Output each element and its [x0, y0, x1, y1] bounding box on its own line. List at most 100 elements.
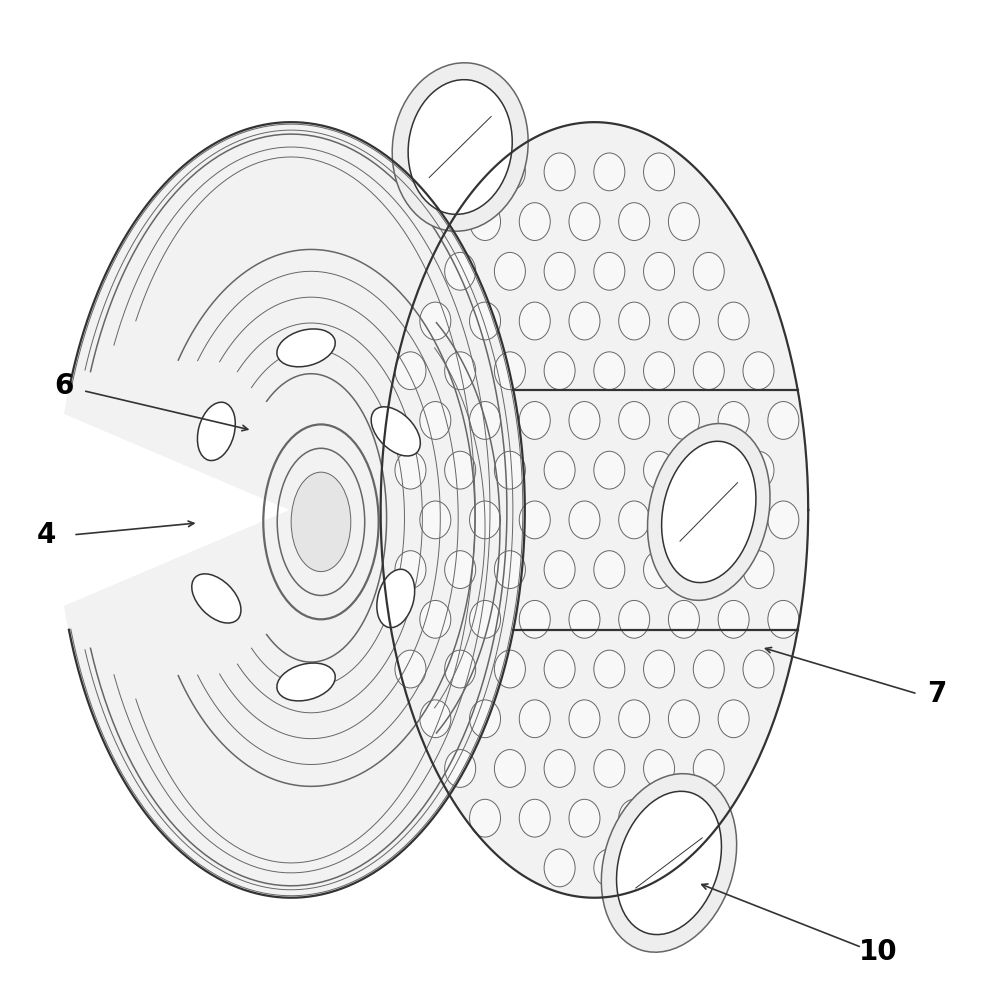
Ellipse shape: [668, 203, 700, 240]
Ellipse shape: [593, 352, 625, 390]
Ellipse shape: [718, 700, 749, 738]
Ellipse shape: [445, 750, 475, 787]
Ellipse shape: [569, 402, 600, 439]
Ellipse shape: [520, 700, 550, 738]
Ellipse shape: [718, 402, 749, 439]
Ellipse shape: [469, 501, 501, 539]
Ellipse shape: [743, 551, 774, 588]
Ellipse shape: [393, 63, 528, 231]
Ellipse shape: [469, 700, 501, 738]
Ellipse shape: [593, 650, 625, 688]
Ellipse shape: [544, 352, 575, 390]
Ellipse shape: [644, 551, 675, 588]
Ellipse shape: [469, 302, 501, 340]
Ellipse shape: [593, 451, 625, 489]
Polygon shape: [65, 122, 808, 898]
Ellipse shape: [494, 153, 525, 191]
Ellipse shape: [544, 551, 575, 588]
Ellipse shape: [718, 501, 749, 539]
Ellipse shape: [544, 451, 575, 489]
Ellipse shape: [593, 153, 625, 191]
Ellipse shape: [743, 352, 774, 390]
Ellipse shape: [420, 501, 451, 539]
Ellipse shape: [668, 700, 700, 738]
Ellipse shape: [668, 501, 700, 539]
Ellipse shape: [694, 252, 724, 290]
Ellipse shape: [569, 501, 600, 539]
Ellipse shape: [619, 600, 649, 638]
Ellipse shape: [371, 407, 420, 456]
Ellipse shape: [420, 700, 451, 738]
Ellipse shape: [420, 402, 451, 439]
Ellipse shape: [694, 650, 724, 688]
Ellipse shape: [619, 799, 649, 837]
Ellipse shape: [395, 650, 426, 688]
Ellipse shape: [445, 451, 475, 489]
Ellipse shape: [520, 600, 550, 638]
Ellipse shape: [469, 799, 501, 837]
Ellipse shape: [644, 451, 675, 489]
Ellipse shape: [520, 203, 550, 240]
Ellipse shape: [619, 203, 649, 240]
Ellipse shape: [569, 203, 600, 240]
Ellipse shape: [644, 352, 675, 390]
Ellipse shape: [768, 600, 799, 638]
Ellipse shape: [569, 799, 600, 837]
Ellipse shape: [544, 650, 575, 688]
Ellipse shape: [593, 252, 625, 290]
Ellipse shape: [494, 352, 525, 390]
Ellipse shape: [593, 849, 625, 887]
Ellipse shape: [569, 302, 600, 340]
Ellipse shape: [617, 791, 721, 935]
Ellipse shape: [520, 799, 550, 837]
Ellipse shape: [192, 574, 241, 623]
Ellipse shape: [743, 650, 774, 688]
Text: 4: 4: [37, 521, 56, 549]
Ellipse shape: [694, 451, 724, 489]
Text: 7: 7: [928, 680, 947, 708]
Ellipse shape: [743, 451, 774, 489]
Ellipse shape: [395, 352, 426, 390]
Ellipse shape: [494, 750, 525, 787]
Ellipse shape: [601, 774, 737, 952]
Ellipse shape: [661, 441, 756, 583]
Ellipse shape: [619, 402, 649, 439]
Ellipse shape: [445, 650, 475, 688]
Ellipse shape: [520, 302, 550, 340]
Ellipse shape: [668, 799, 700, 837]
Ellipse shape: [494, 551, 525, 588]
Ellipse shape: [408, 80, 513, 214]
Ellipse shape: [569, 700, 600, 738]
Ellipse shape: [494, 451, 525, 489]
Ellipse shape: [644, 252, 675, 290]
Ellipse shape: [644, 750, 675, 787]
Ellipse shape: [569, 600, 600, 638]
Ellipse shape: [644, 153, 675, 191]
Ellipse shape: [768, 501, 799, 539]
Ellipse shape: [647, 424, 770, 600]
Ellipse shape: [395, 451, 426, 489]
Ellipse shape: [694, 750, 724, 787]
Ellipse shape: [377, 569, 414, 628]
Ellipse shape: [420, 302, 451, 340]
Ellipse shape: [593, 551, 625, 588]
Ellipse shape: [277, 663, 336, 701]
Ellipse shape: [619, 302, 649, 340]
Ellipse shape: [494, 650, 525, 688]
Ellipse shape: [718, 302, 749, 340]
Ellipse shape: [668, 600, 700, 638]
Ellipse shape: [420, 600, 451, 638]
Ellipse shape: [768, 402, 799, 439]
Ellipse shape: [277, 329, 336, 367]
Ellipse shape: [445, 252, 475, 290]
Ellipse shape: [494, 252, 525, 290]
Ellipse shape: [694, 551, 724, 588]
Ellipse shape: [668, 402, 700, 439]
Ellipse shape: [544, 153, 575, 191]
Ellipse shape: [469, 203, 501, 240]
Ellipse shape: [445, 551, 475, 588]
Ellipse shape: [619, 501, 649, 539]
Ellipse shape: [668, 302, 700, 340]
Ellipse shape: [644, 650, 675, 688]
Ellipse shape: [619, 700, 649, 738]
